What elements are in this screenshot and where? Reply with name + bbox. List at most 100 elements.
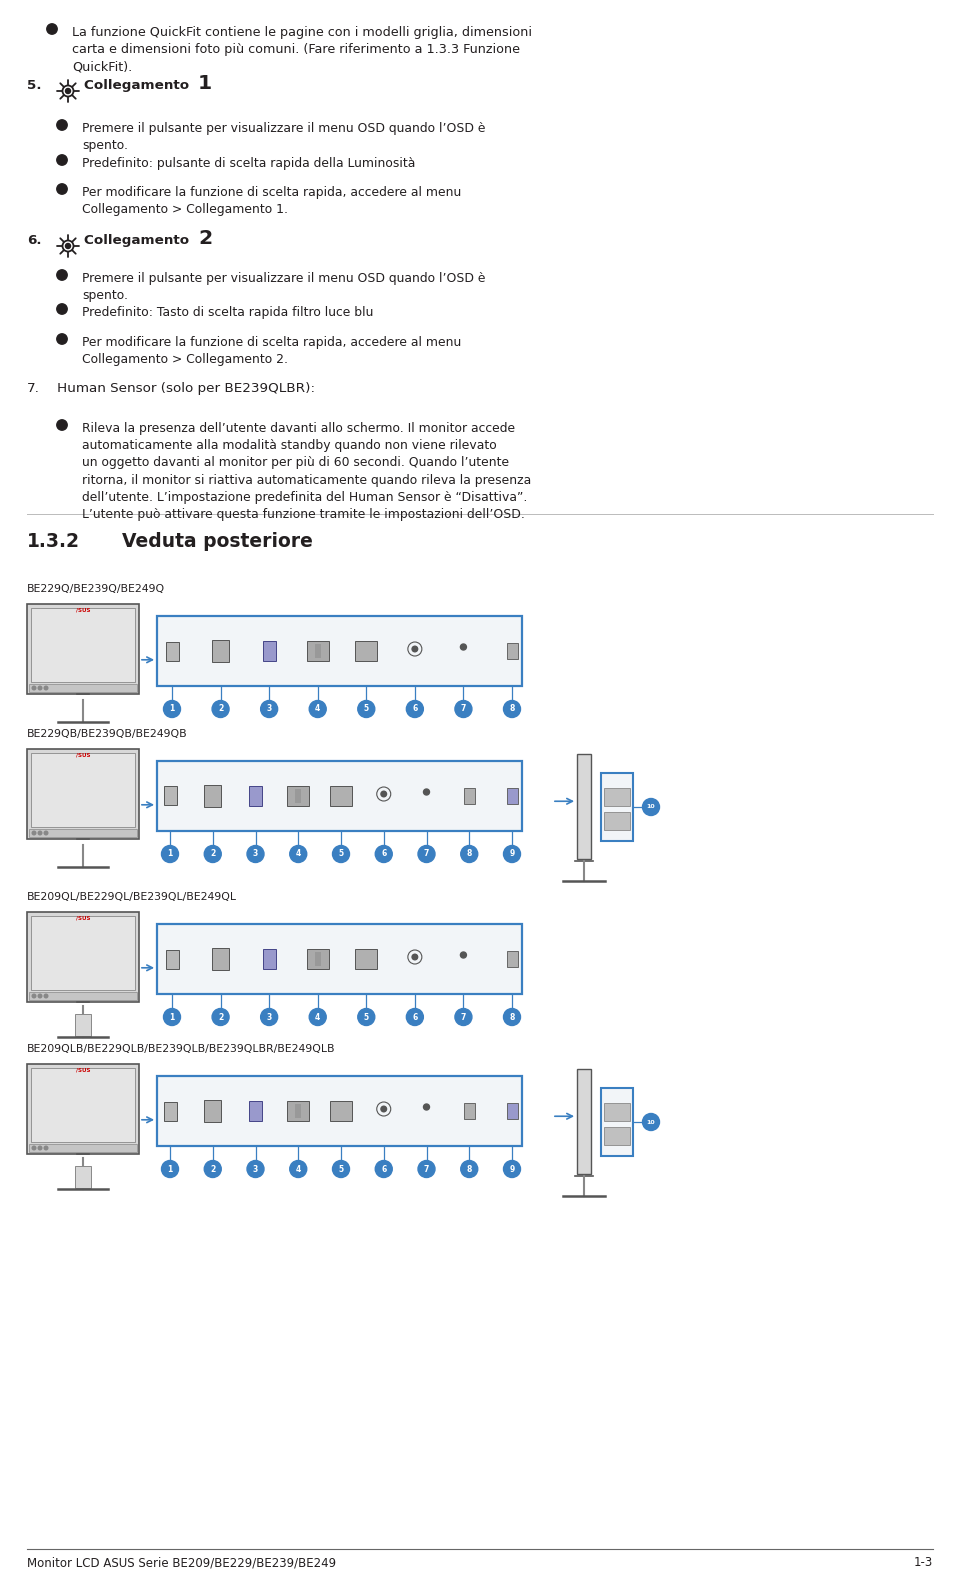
FancyBboxPatch shape bbox=[212, 641, 229, 662]
FancyBboxPatch shape bbox=[263, 641, 276, 662]
Circle shape bbox=[455, 1009, 472, 1025]
Circle shape bbox=[62, 86, 74, 97]
FancyBboxPatch shape bbox=[249, 786, 262, 807]
FancyBboxPatch shape bbox=[464, 1103, 475, 1119]
Text: Predefinito: pulsante di scelta rapida della Luminosità: Predefinito: pulsante di scelta rapida d… bbox=[82, 156, 416, 171]
FancyBboxPatch shape bbox=[306, 641, 328, 662]
FancyBboxPatch shape bbox=[29, 684, 137, 692]
FancyBboxPatch shape bbox=[330, 1101, 352, 1121]
Text: 9: 9 bbox=[510, 1165, 515, 1173]
Text: Veduta posteriore: Veduta posteriore bbox=[122, 532, 313, 552]
Circle shape bbox=[65, 89, 70, 94]
Text: 5: 5 bbox=[339, 1165, 344, 1173]
Circle shape bbox=[406, 1009, 423, 1025]
Text: 1-3: 1-3 bbox=[914, 1556, 933, 1568]
FancyBboxPatch shape bbox=[27, 604, 139, 693]
FancyBboxPatch shape bbox=[577, 1070, 591, 1175]
Circle shape bbox=[406, 700, 423, 717]
FancyBboxPatch shape bbox=[204, 784, 221, 807]
Circle shape bbox=[375, 1160, 393, 1178]
Text: 8: 8 bbox=[467, 850, 472, 859]
Circle shape bbox=[418, 1160, 435, 1178]
Text: 5: 5 bbox=[339, 850, 344, 859]
Circle shape bbox=[62, 241, 74, 252]
FancyBboxPatch shape bbox=[163, 786, 177, 805]
Circle shape bbox=[204, 1160, 221, 1178]
Circle shape bbox=[204, 845, 221, 862]
Text: 6: 6 bbox=[381, 1165, 386, 1173]
FancyBboxPatch shape bbox=[165, 641, 179, 660]
Text: Human Sensor (solo per BE239QLBR):: Human Sensor (solo per BE239QLBR): bbox=[57, 383, 315, 395]
Text: 1: 1 bbox=[169, 1012, 175, 1022]
Text: 3: 3 bbox=[252, 1165, 258, 1173]
Circle shape bbox=[309, 700, 326, 717]
Circle shape bbox=[423, 789, 429, 795]
Text: 6.: 6. bbox=[27, 234, 41, 247]
FancyBboxPatch shape bbox=[157, 925, 522, 995]
Circle shape bbox=[57, 269, 67, 281]
FancyBboxPatch shape bbox=[31, 917, 135, 990]
FancyBboxPatch shape bbox=[249, 1101, 262, 1121]
Circle shape bbox=[503, 845, 520, 862]
Circle shape bbox=[503, 1009, 520, 1025]
Text: /SUS: /SUS bbox=[76, 607, 90, 614]
Circle shape bbox=[642, 1114, 660, 1130]
Circle shape bbox=[332, 845, 349, 862]
Text: 10: 10 bbox=[647, 1119, 656, 1124]
Circle shape bbox=[38, 995, 42, 998]
Circle shape bbox=[247, 845, 264, 862]
Text: 10: 10 bbox=[647, 805, 656, 810]
FancyBboxPatch shape bbox=[157, 615, 522, 685]
Text: 4: 4 bbox=[296, 850, 300, 859]
FancyBboxPatch shape bbox=[31, 752, 135, 827]
Circle shape bbox=[212, 700, 229, 717]
FancyBboxPatch shape bbox=[601, 1089, 633, 1156]
Text: 7: 7 bbox=[461, 705, 467, 714]
Text: 2: 2 bbox=[198, 230, 212, 249]
FancyBboxPatch shape bbox=[29, 829, 137, 837]
Text: Per modificare la funzione di scelta rapida, accedere al menu
Collegamento > Col: Per modificare la funzione di scelta rap… bbox=[82, 186, 461, 217]
Text: 1: 1 bbox=[169, 705, 175, 714]
Circle shape bbox=[47, 24, 58, 33]
Text: 3: 3 bbox=[252, 850, 258, 859]
Text: Rileva la presenza dell’utente davanti allo schermo. Il monitor accede
automatic: Rileva la presenza dell’utente davanti a… bbox=[82, 422, 531, 521]
FancyBboxPatch shape bbox=[315, 952, 321, 966]
Text: 2: 2 bbox=[210, 850, 215, 859]
Circle shape bbox=[381, 1106, 387, 1111]
Circle shape bbox=[290, 1160, 307, 1178]
Circle shape bbox=[57, 155, 67, 166]
Circle shape bbox=[57, 183, 67, 194]
Text: 5.: 5. bbox=[27, 80, 41, 92]
Text: 1: 1 bbox=[167, 850, 173, 859]
Text: 8: 8 bbox=[510, 1012, 515, 1022]
FancyBboxPatch shape bbox=[330, 786, 352, 807]
Circle shape bbox=[247, 1160, 264, 1178]
Text: 6: 6 bbox=[412, 1012, 418, 1022]
Circle shape bbox=[461, 1160, 478, 1178]
Circle shape bbox=[461, 845, 478, 862]
FancyBboxPatch shape bbox=[75, 1165, 91, 1188]
Circle shape bbox=[455, 700, 472, 717]
Circle shape bbox=[381, 791, 387, 797]
Text: 6: 6 bbox=[412, 705, 418, 714]
Circle shape bbox=[44, 830, 48, 835]
Circle shape bbox=[358, 700, 374, 717]
Circle shape bbox=[503, 700, 520, 717]
Text: 3: 3 bbox=[267, 1012, 272, 1022]
FancyBboxPatch shape bbox=[263, 948, 276, 969]
FancyBboxPatch shape bbox=[75, 1014, 91, 1036]
FancyBboxPatch shape bbox=[287, 1101, 309, 1121]
FancyBboxPatch shape bbox=[31, 1068, 135, 1141]
FancyBboxPatch shape bbox=[604, 1127, 630, 1144]
FancyBboxPatch shape bbox=[604, 811, 630, 830]
Text: 7: 7 bbox=[423, 1165, 429, 1173]
Text: BE229Q/BE239Q/BE249Q: BE229Q/BE239Q/BE249Q bbox=[27, 583, 165, 595]
Circle shape bbox=[44, 685, 48, 690]
Text: 8: 8 bbox=[467, 1165, 472, 1173]
Text: 9: 9 bbox=[510, 850, 515, 859]
Circle shape bbox=[332, 1160, 349, 1178]
FancyBboxPatch shape bbox=[157, 1076, 522, 1146]
Text: Predefinito: Tasto di scelta rapida filtro luce blu: Predefinito: Tasto di scelta rapida filt… bbox=[82, 306, 373, 319]
Text: 4: 4 bbox=[315, 1012, 321, 1022]
Text: La funzione QuickFit contiene le pagine con i modelli griglia, dimensioni
carta : La funzione QuickFit contiene le pagine … bbox=[72, 26, 532, 73]
